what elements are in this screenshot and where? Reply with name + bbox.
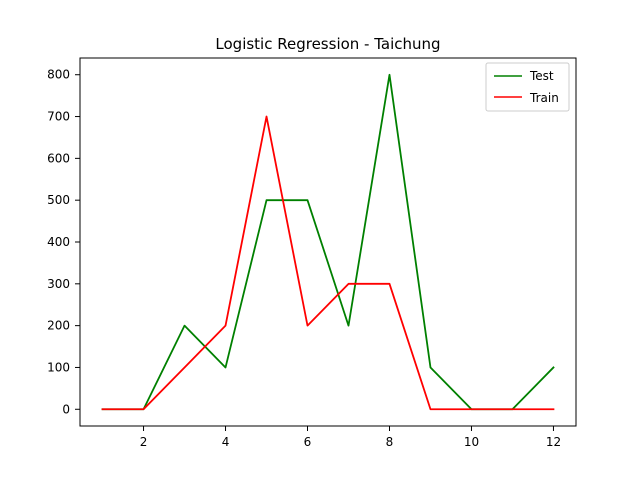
x-tick-label: 12 (546, 435, 561, 449)
y-tick-label: 0 (62, 402, 70, 416)
legend-label-train: Train (529, 91, 559, 105)
y-tick-label: 700 (47, 110, 70, 124)
axes-layer: 2 4 6 8 10 12 0 100 200 300 400 500 600 700 800 (47, 57, 577, 449)
x-tick-label: 6 (304, 435, 312, 449)
legend: Test Train (485, 62, 570, 112)
chart-title: Logistic Regression - Taichung (215, 35, 440, 53)
x-tick-label: 4 (222, 435, 230, 449)
y-tick-label: 200 (47, 319, 70, 333)
series-line-test (101, 73, 555, 411)
x-tick-label: 2 (140, 435, 148, 449)
legend-box (485, 62, 570, 112)
series-layer (101, 73, 555, 411)
x-tick-label: 8 (386, 435, 394, 449)
plot-frame (79, 57, 577, 427)
y-tick-label: 100 (47, 360, 70, 374)
y-tick-label: 600 (47, 151, 70, 165)
y-tick-label: 500 (47, 193, 70, 207)
legend-label-test: Test (529, 69, 554, 83)
series-line-train (101, 115, 555, 411)
y-tick-label: 300 (47, 277, 70, 291)
y-tick-label: 400 (47, 235, 70, 249)
y-tick-label: 800 (47, 68, 70, 82)
x-tick-label: 10 (464, 435, 479, 449)
